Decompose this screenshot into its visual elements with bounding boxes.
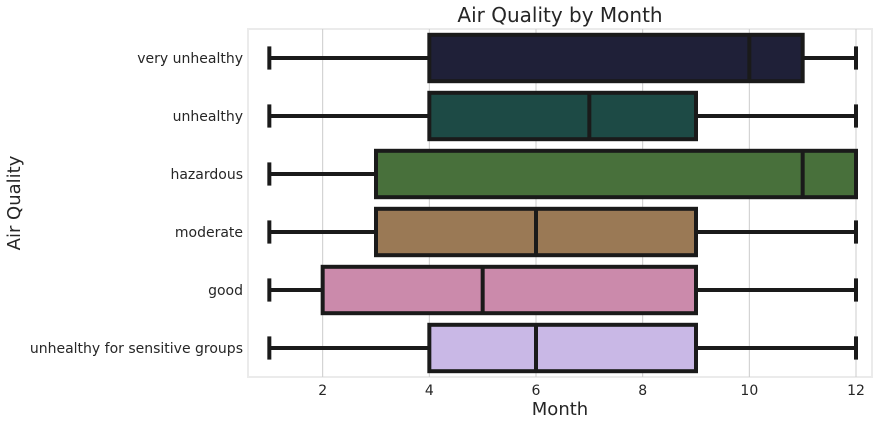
box-rect-2	[427, 90, 698, 142]
chart-title: Air Quality by Month	[457, 3, 662, 27]
box-1	[267, 32, 858, 84]
x-tick-label-10: 10	[740, 383, 758, 399]
x-tick-label-2: 2	[318, 383, 327, 399]
x-tick-label-8: 8	[638, 383, 647, 399]
box-3	[267, 148, 858, 200]
grid-lines	[322, 29, 857, 377]
box-rect-1	[427, 32, 805, 84]
x-tick-label-6: 6	[532, 383, 541, 399]
y-tick-label-1: very unhealthy	[137, 51, 243, 67]
box-5	[267, 264, 858, 316]
x-axis-label: Month	[532, 399, 588, 420]
y-tick-label-6: unhealthy for sensitive groups	[30, 341, 243, 357]
y-axis-ticks: very unhealthy unhealthy hazardous moderate…	[30, 51, 243, 357]
box-rect-5	[320, 264, 698, 316]
y-tick-label-2: unhealthy	[173, 109, 243, 125]
box-rect-6	[427, 322, 698, 374]
x-tick-label-4: 4	[425, 383, 434, 399]
x-tick-label-12: 12	[847, 383, 865, 399]
box-6	[267, 322, 858, 374]
box-4	[267, 206, 858, 258]
y-tick-label-3: hazardous	[170, 167, 243, 183]
boxes-layer	[267, 32, 858, 374]
y-tick-label-5: good	[208, 283, 243, 299]
plot-area	[247, 28, 873, 378]
box-2	[267, 90, 858, 142]
x-axis-ticks: 2 4 6 8 10 12	[318, 383, 865, 399]
y-axis-label: Air Quality	[4, 155, 25, 250]
box-rect-3	[374, 148, 858, 200]
y-tick-label-4: moderate	[175, 225, 243, 241]
